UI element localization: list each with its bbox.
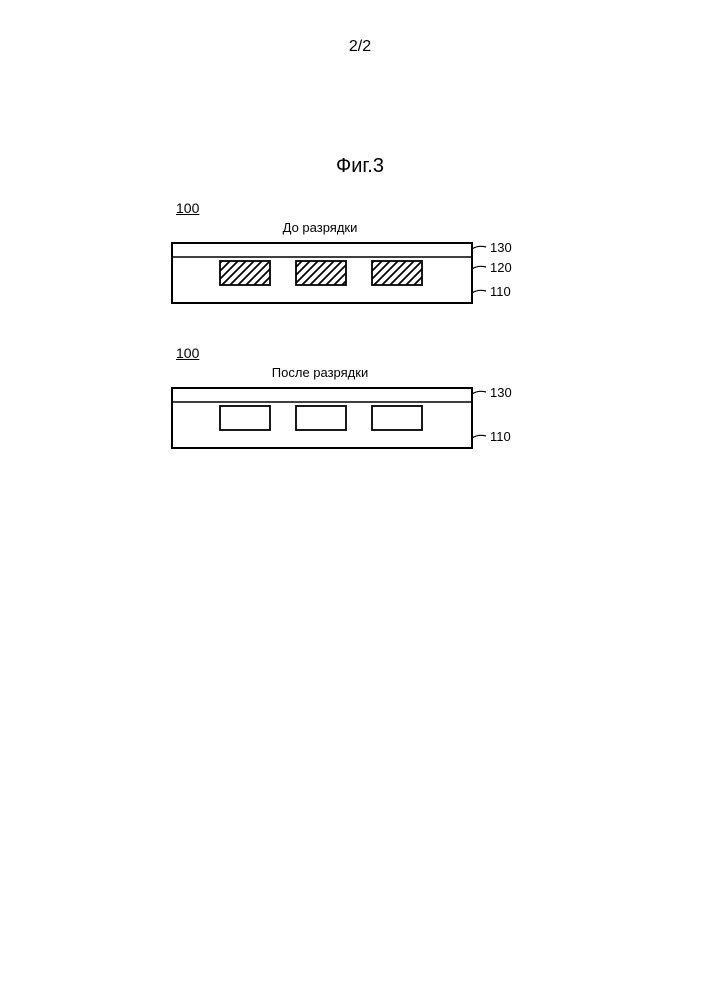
cross-section-before: 130 120 110 bbox=[170, 241, 530, 310]
ref-label-100: 100 bbox=[176, 200, 530, 216]
lead-label-130: 130 bbox=[490, 386, 512, 400]
lead-label-110: 110 bbox=[490, 284, 511, 299]
figure-title: Фиг.3 bbox=[336, 155, 384, 178]
diagram-before-discharge: 100 До разрядки 130 120 110 bbox=[170, 200, 530, 310]
lead-label-120: 120 bbox=[490, 260, 512, 275]
lead-label-110: 110 bbox=[490, 429, 511, 444]
lead-label-130: 130 bbox=[490, 241, 512, 255]
state-label-after: После разрядки bbox=[170, 365, 470, 380]
cross-section-after: 130 110 bbox=[170, 386, 530, 455]
state-label-before: До разрядки bbox=[170, 220, 470, 235]
ref-label-100: 100 bbox=[176, 345, 530, 361]
page-number: 2/2 bbox=[349, 38, 371, 56]
diagram-after-discharge: 100 После разрядки 130 110 bbox=[170, 345, 530, 455]
